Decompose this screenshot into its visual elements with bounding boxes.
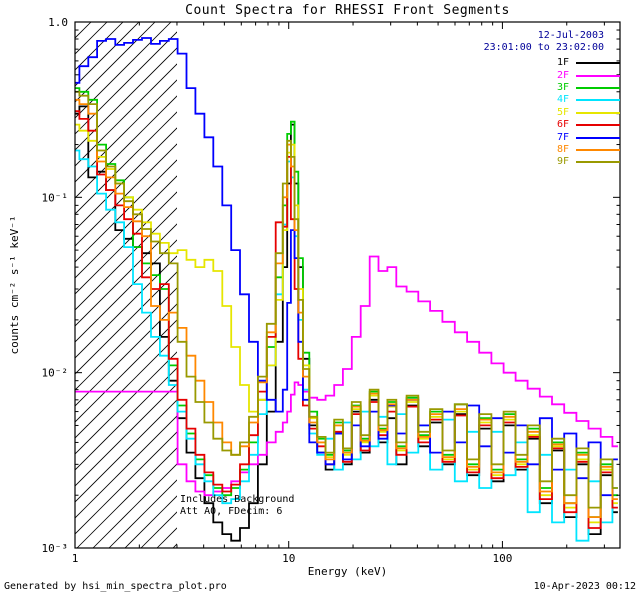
hatch-region bbox=[75, 22, 177, 548]
hatch-line bbox=[75, 367, 177, 471]
series-9F bbox=[75, 90, 618, 509]
legend: 1F 2F 3F 4F 5F 6F 7F 8F 9F bbox=[557, 57, 620, 169]
x-tick-label: 1 bbox=[72, 552, 79, 565]
legend-item-5F: 5F bbox=[557, 107, 620, 119]
hatch-line bbox=[75, 47, 177, 151]
axis-ticks bbox=[74, 21, 620, 549]
y-tick-label: 10⁻³ bbox=[42, 542, 69, 555]
hatch-line bbox=[75, 303, 177, 407]
chart-title: Count Spectra for RHESSI Front Segments bbox=[185, 3, 510, 18]
hatch-line bbox=[75, 415, 177, 519]
legend-item-1F: 1F bbox=[557, 57, 620, 69]
legend-line-swatch bbox=[576, 111, 620, 114]
footer-generated-by: Generated by hsi_min_spectra_plot.pro bbox=[4, 581, 227, 592]
observation-date: 12-Jul-2003 bbox=[537, 30, 604, 41]
hatch-line bbox=[75, 191, 177, 295]
legend-line-swatch bbox=[576, 62, 620, 65]
footer-plot-timestamp: 10-Apr-2023 00:12 bbox=[533, 581, 636, 592]
observation-time-range: 23:01:00 to 23:02:00 bbox=[483, 42, 604, 53]
legend-line-swatch bbox=[576, 74, 620, 77]
hatch-line bbox=[75, 143, 177, 247]
hatch-line bbox=[75, 239, 177, 343]
legend-item-6F: 6F bbox=[557, 119, 620, 131]
spectra-series bbox=[75, 37, 618, 542]
hatch-line bbox=[75, 319, 177, 423]
legend-line-swatch bbox=[576, 136, 620, 139]
y-axis-label: counts cm⁻² s⁻¹ keV⁻¹ bbox=[8, 215, 21, 355]
legend-line-swatch bbox=[576, 124, 620, 127]
annotation-includes-background: Includes Background bbox=[180, 494, 295, 505]
legend-label: 6F bbox=[556, 119, 569, 131]
legend-label: 3F bbox=[556, 81, 569, 93]
series-2F bbox=[75, 255, 618, 497]
legend-item-2F: 2F bbox=[557, 69, 620, 81]
x-tick-label: 100 bbox=[492, 552, 512, 565]
annotation-attenuator-decimation: Att A0, FDecim: 6 bbox=[180, 506, 283, 517]
hatch-line bbox=[75, 399, 177, 503]
hatch-line bbox=[75, 159, 177, 263]
plot-frame bbox=[74, 21, 621, 549]
legend-label: 2F bbox=[556, 69, 569, 81]
y-tick-label: 1.0 bbox=[48, 16, 68, 29]
legend-line-swatch bbox=[576, 99, 620, 102]
legend-item-3F: 3F bbox=[557, 82, 620, 94]
x-axis-label: Energy (keV) bbox=[307, 565, 388, 578]
legend-item-9F: 9F bbox=[557, 156, 620, 168]
legend-item-4F: 4F bbox=[557, 94, 620, 106]
series-6F bbox=[75, 110, 618, 529]
hatch-line bbox=[75, 22, 172, 119]
hatch-line bbox=[75, 431, 177, 535]
legend-line-swatch bbox=[576, 161, 620, 164]
series-5F bbox=[75, 123, 618, 524]
legend-label: 5F bbox=[556, 106, 569, 118]
legend-label: 1F bbox=[556, 57, 569, 69]
hatch-line bbox=[75, 31, 177, 135]
legend-item-7F: 7F bbox=[557, 131, 620, 143]
legend-line-swatch bbox=[576, 86, 620, 89]
hatch-line bbox=[75, 95, 177, 199]
hatch-line bbox=[75, 383, 177, 487]
hatch-line bbox=[76, 447, 177, 548]
legend-label: 8F bbox=[556, 143, 569, 155]
legend-label: 4F bbox=[556, 94, 569, 106]
y-tick-label: 10⁻² bbox=[42, 367, 69, 380]
series-7F bbox=[75, 37, 618, 497]
hatch-line bbox=[75, 63, 177, 167]
legend-label: 9F bbox=[556, 156, 569, 168]
series-4F bbox=[75, 149, 618, 542]
hatch-line bbox=[75, 79, 177, 183]
legend-line-swatch bbox=[576, 148, 620, 151]
hatch-line bbox=[75, 255, 177, 359]
hatch-line bbox=[75, 271, 177, 375]
hatch-line bbox=[75, 207, 177, 311]
x-tick-label: 10 bbox=[282, 552, 295, 565]
legend-item-8F: 8F bbox=[557, 144, 620, 156]
y-tick-label: 10⁻¹ bbox=[42, 191, 69, 204]
hatch-line bbox=[75, 223, 177, 327]
legend-label: 7F bbox=[556, 131, 569, 143]
series-1F bbox=[75, 105, 618, 542]
